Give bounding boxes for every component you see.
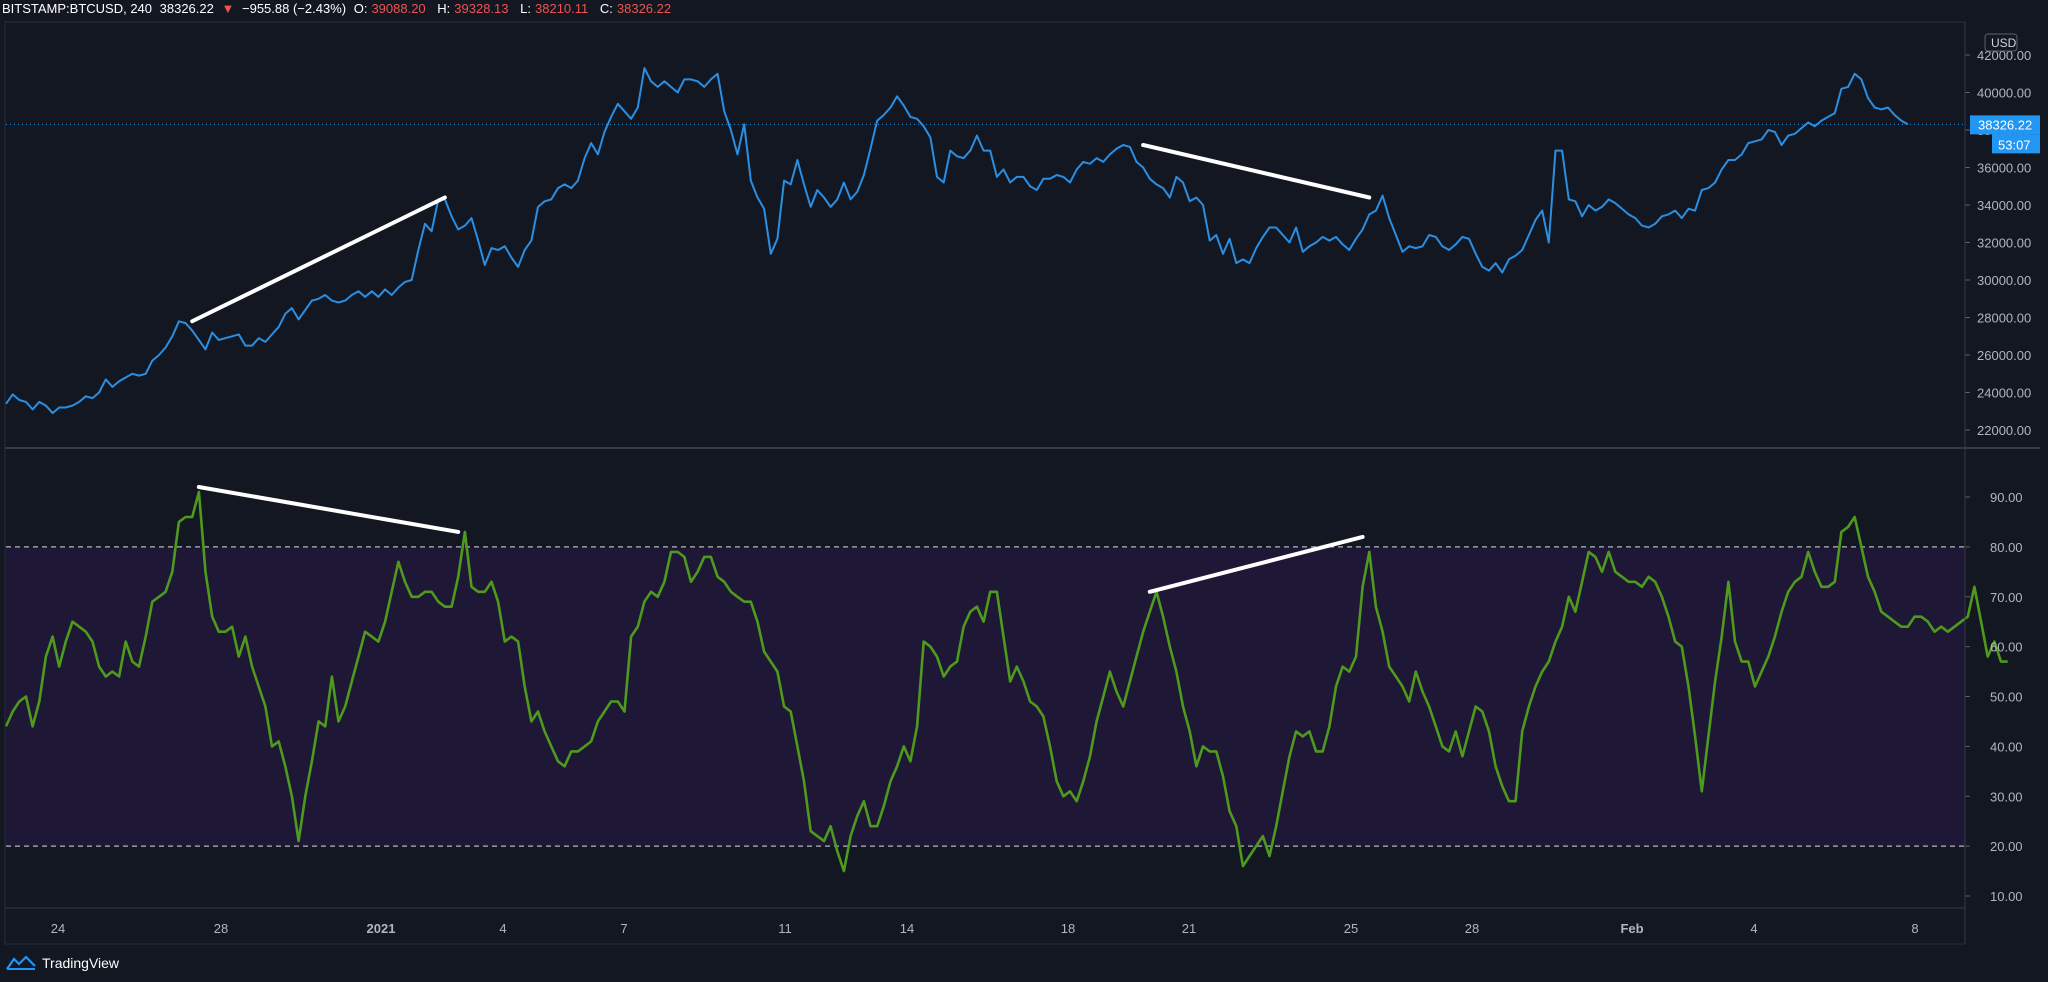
rsi-tick-label: 90.00 <box>1990 490 2023 505</box>
axes: 42000.0040000.0038000.0036000.0034000.00… <box>5 33 2040 936</box>
price-pane <box>5 67 1965 415</box>
last-price-tag-label: 38326.22 <box>1978 117 2032 132</box>
symbol-header: BITSTAMP:BTCUSD, 240 38326.22 ▼ −955.88 … <box>0 0 1962 18</box>
tradingview-brand: TradingView <box>42 955 120 971</box>
close-value: 38326.22 <box>616 1 672 16</box>
high-value: 39328.13 <box>454 1 509 16</box>
time-tick-label: 7 <box>620 921 627 936</box>
time-tick-label: 8 <box>1911 921 1918 936</box>
rsi-band-fill <box>6 546 1965 847</box>
price-change: −955.88 (−2.43%) <box>242 1 347 16</box>
last-price: 38326.22 <box>159 1 214 16</box>
low-label: L: <box>520 1 531 16</box>
rsi-trendline-2 <box>1147 534 1365 594</box>
currency-label: USD <box>1991 36 2017 50</box>
time-tick-label: 28 <box>214 921 228 936</box>
time-tick-label: 18 <box>1061 921 1075 936</box>
close-label: C: <box>599 1 613 16</box>
open-label: O: <box>353 1 368 16</box>
countdown-tag <box>1992 134 2040 154</box>
price-tick-label: 24000.00 <box>1977 386 2031 401</box>
price-tick-label: 42000.00 <box>1977 48 2031 63</box>
price-tick-label: 26000.00 <box>1977 348 2031 363</box>
currency-badge <box>1984 33 2018 52</box>
time-tick-label: 11 <box>778 921 792 936</box>
time-tick-label: 4 <box>499 921 506 936</box>
price-tick-label: 22000.00 <box>1977 423 2031 438</box>
high-label: H: <box>437 1 451 16</box>
rsi-tick-label: 60.00 <box>1990 640 2023 655</box>
rsi-tick-label: 10.00 <box>1990 889 2023 904</box>
rsi-tick-label: 80.00 <box>1990 540 2023 555</box>
rsi-tick-label: 40.00 <box>1990 739 2023 754</box>
time-tick-label: 21 <box>1182 921 1196 936</box>
price-tick-label: 28000.00 <box>1977 311 2031 326</box>
rsi-pane <box>4 485 2008 873</box>
rsi-tick-label: 70.00 <box>1990 590 2023 605</box>
price-tick-label: 40000.00 <box>1977 86 2031 101</box>
price-trendline-1 <box>190 195 447 324</box>
low-value: 38210.11 <box>535 1 589 16</box>
chart-canvas[interactable]: 42000.0040000.0038000.0036000.0034000.00… <box>0 0 2048 950</box>
price-tick-label: 36000.00 <box>1977 161 2031 176</box>
time-tick-label: 4 <box>1750 921 1757 936</box>
rsi-trendline-1 <box>196 485 461 534</box>
down-arrow-icon: ▼ <box>221 1 235 16</box>
time-tick-label: 2021 <box>367 921 396 936</box>
time-tick-label: Feb <box>1620 921 1643 936</box>
time-tick-label: 14 <box>900 921 914 936</box>
tradingview-footer[interactable]: TradingView <box>6 952 119 974</box>
countdown-label: 53:07 <box>1998 137 2031 152</box>
rsi-series-line <box>4 490 2008 873</box>
time-tick-label: 24 <box>51 921 65 936</box>
open-value: 39088.20 <box>371 1 426 16</box>
price-trendline-2 <box>1141 143 1372 200</box>
rsi-tick-label: 30.00 <box>1990 789 2023 804</box>
price-tick-label: 34000.00 <box>1977 198 2031 213</box>
rsi-tick-label: 20.00 <box>1990 839 2023 854</box>
time-tick-label: 25 <box>1344 921 1358 936</box>
price-tick-label: 32000.00 <box>1977 236 2031 251</box>
time-tick-label: 28 <box>1465 921 1479 936</box>
symbol-name[interactable]: BITSTAMP:BTCUSD, 240 <box>2 1 153 16</box>
tradingview-logo-icon <box>6 955 36 970</box>
price-series-line <box>5 67 1909 415</box>
rsi-tick-label: 50.00 <box>1990 690 2023 705</box>
price-tick-label: 30000.00 <box>1977 273 2031 288</box>
last-price-tag <box>1970 115 2040 135</box>
